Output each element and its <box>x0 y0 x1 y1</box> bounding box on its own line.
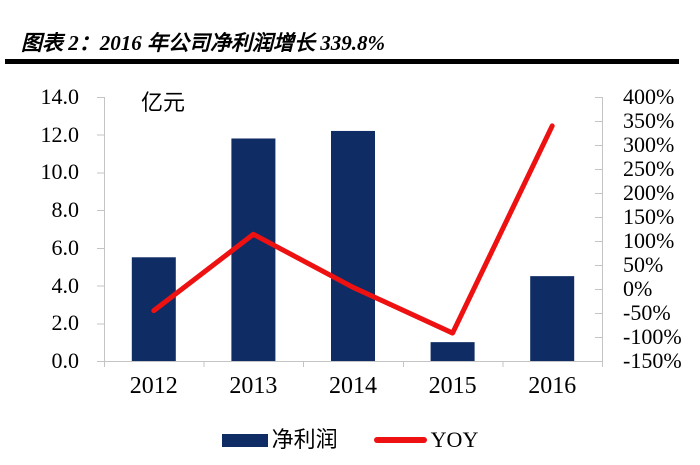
chart-legend: 净利润 YOY <box>0 429 700 451</box>
right-axis-tick-label: 350% <box>623 108 675 133</box>
right-axis-tick-label: 400% <box>623 84 675 109</box>
bar-2016 <box>530 276 575 361</box>
yoy-line <box>151 123 555 336</box>
x-axis-category-label: 2015 <box>428 373 477 399</box>
left-axis-tick-label: 8.0 <box>51 197 80 223</box>
x-axis-category-label: 2014 <box>329 373 377 399</box>
right-axis-tick-label: -150% <box>623 348 682 373</box>
left-axis-unit-label: 亿元 <box>141 90 186 115</box>
bar-2015 <box>430 342 475 361</box>
right-axis-tick-label: 200% <box>623 180 675 205</box>
line-series-swatch <box>373 437 427 443</box>
line-series-label: YOY <box>430 427 479 452</box>
left-axis-tick-label: 12.0 <box>40 121 80 147</box>
right-axis-tick-label: 50% <box>623 252 664 277</box>
right-axis-tick-label: 150% <box>623 204 675 229</box>
legend-item-yoy: YOY <box>373 427 479 452</box>
right-axis-tick-label: 300% <box>623 132 675 157</box>
left-axis-tick-label: 2.0 <box>51 310 80 336</box>
x-axis-category-label: 2016 <box>528 373 577 399</box>
right-axis-tick-label: 100% <box>623 228 675 253</box>
left-axis-tick-label: 4.0 <box>51 272 80 298</box>
legend-item-net-profit: 净利润 <box>221 427 338 452</box>
title-divider-rule <box>5 59 679 64</box>
right-axis-tick-label: -50% <box>623 300 671 325</box>
left-axis-tick-label: 0.0 <box>51 348 80 373</box>
left-axis-tick-label: 10.0 <box>40 159 80 185</box>
right-axis-tick-label: 0% <box>623 276 653 301</box>
figure-title: 图表 2：2016 年公司净利润增长 339.8% <box>21 31 385 55</box>
x-axis-category-label: 2013 <box>229 373 278 399</box>
x-axis-category-label: 2012 <box>129 373 178 399</box>
right-axis-tick-label: 250% <box>623 156 675 181</box>
left-axis-tick-label: 6.0 <box>51 234 80 260</box>
left-axis-tick-label: 14.0 <box>40 84 80 109</box>
bar-series-swatch <box>221 433 268 447</box>
bar-2014 <box>331 130 375 361</box>
bar-series-label: 净利润 <box>271 427 338 452</box>
right-axis-tick-label: -100% <box>623 324 682 349</box>
bar-2013 <box>231 138 276 361</box>
